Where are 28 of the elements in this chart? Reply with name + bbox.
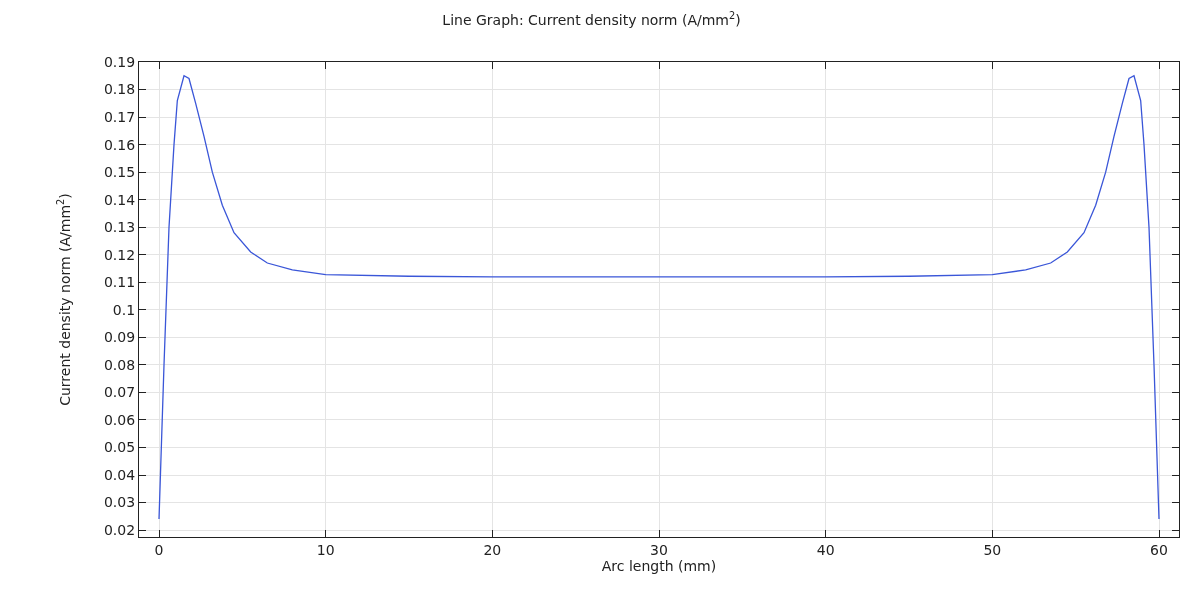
line-series	[158, 75, 1160, 520]
x-tick-label: 60	[1150, 541, 1168, 558]
y-tick-label: 0.08	[103, 356, 136, 373]
x-axis-title: Arc length (mm)	[601, 558, 717, 575]
x-tick-label: 50	[983, 541, 1002, 558]
x-tick-label: 0	[154, 541, 164, 558]
y-tick-label: 0.17	[103, 108, 136, 125]
y-tick-label: 0.15	[103, 164, 136, 181]
y-tick-label: 0.04	[103, 466, 136, 483]
y-tick-label: 0.03	[103, 494, 136, 511]
y-tick-label: 0.11	[103, 274, 136, 291]
y-tick-label: 0.09	[103, 329, 136, 346]
y-tick-label: 0.13	[103, 219, 136, 236]
y-tick-label: 0.12	[103, 246, 136, 263]
chart-title: Line Graph: Current density norm (A/mm$^{2}$)	[442, 9, 741, 28]
y-tick-label: 0.06	[103, 411, 136, 428]
y-tick-label: 0.1	[112, 301, 136, 318]
y-tick-label: 0.18	[103, 81, 136, 98]
y-tick-label: 0.02	[103, 522, 136, 539]
x-tick-label: 30	[650, 541, 668, 558]
y-tick-label: 0.05	[103, 439, 136, 456]
x-tick-label: 20	[483, 541, 502, 558]
x-tick-label: 40	[816, 541, 835, 558]
y-tick-label: 0.14	[103, 191, 136, 208]
y-tick-label: 0.19	[103, 53, 136, 70]
y-tick-label: 0.07	[103, 384, 136, 401]
x-tick-label: 10	[316, 541, 335, 558]
y-tick-label: 0.16	[103, 136, 136, 153]
